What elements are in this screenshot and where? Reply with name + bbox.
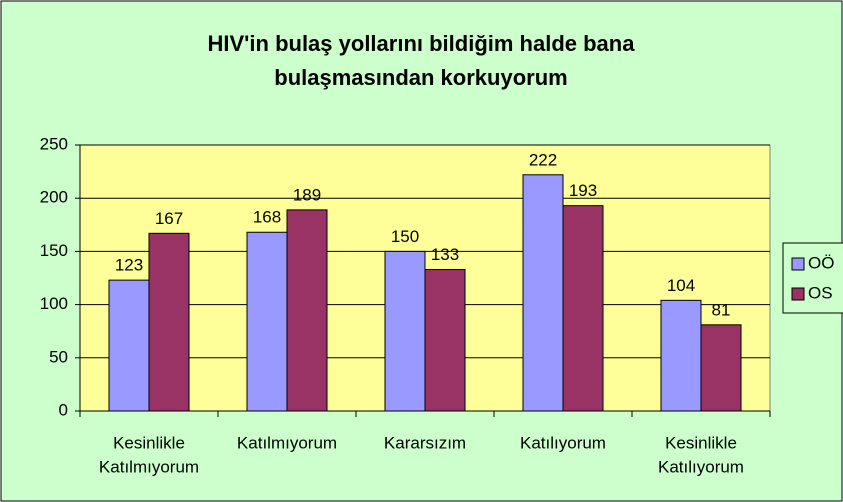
bar bbox=[522, 174, 564, 412]
value-label: 104 bbox=[667, 276, 695, 295]
legend-box bbox=[782, 242, 843, 314]
x-tick-label: Katılıyorum bbox=[658, 457, 744, 476]
value-label: 167 bbox=[155, 209, 183, 228]
x-tick-label: Kararsızım bbox=[384, 433, 466, 452]
y-tick-label: 250 bbox=[40, 134, 68, 153]
bar bbox=[246, 231, 288, 412]
value-label: 123 bbox=[115, 256, 143, 275]
bar bbox=[424, 268, 466, 412]
y-tick-label: 150 bbox=[40, 241, 68, 260]
x-tick-label: Katılıyorum bbox=[520, 433, 606, 452]
bar bbox=[700, 324, 742, 412]
bar bbox=[148, 232, 190, 412]
x-tick-label: Kesinlikle bbox=[665, 433, 737, 452]
bar bbox=[108, 279, 150, 412]
value-label: 222 bbox=[529, 150, 557, 169]
value-label: 168 bbox=[253, 208, 281, 227]
value-label: 193 bbox=[569, 181, 597, 200]
value-label: 81 bbox=[712, 300, 731, 319]
value-label: 189 bbox=[293, 185, 321, 204]
bar bbox=[562, 205, 604, 412]
y-tick-label: 200 bbox=[40, 188, 68, 207]
bar bbox=[384, 250, 426, 412]
x-tick-label: Kesinlikle bbox=[113, 433, 185, 452]
x-tick-label: Katılmıyorum bbox=[237, 433, 337, 452]
legend-swatch bbox=[791, 287, 805, 301]
y-tick-label: 50 bbox=[49, 347, 68, 366]
chart-title: bulaşmasından korkuyorum bbox=[274, 65, 567, 90]
y-tick-label: 0 bbox=[59, 400, 68, 419]
x-tick-label: Katılmıyorum bbox=[99, 457, 199, 476]
legend-swatch bbox=[791, 257, 805, 271]
bar bbox=[286, 209, 328, 412]
chart-title: HIV'in bulaş yollarını bildiğim halde ba… bbox=[208, 31, 636, 56]
legend-label: OS bbox=[808, 283, 833, 302]
value-label: 150 bbox=[391, 227, 419, 246]
y-tick-label: 100 bbox=[40, 294, 68, 313]
bar bbox=[660, 299, 702, 412]
legend-label: OÖ bbox=[808, 253, 834, 272]
value-label: 133 bbox=[431, 245, 459, 264]
